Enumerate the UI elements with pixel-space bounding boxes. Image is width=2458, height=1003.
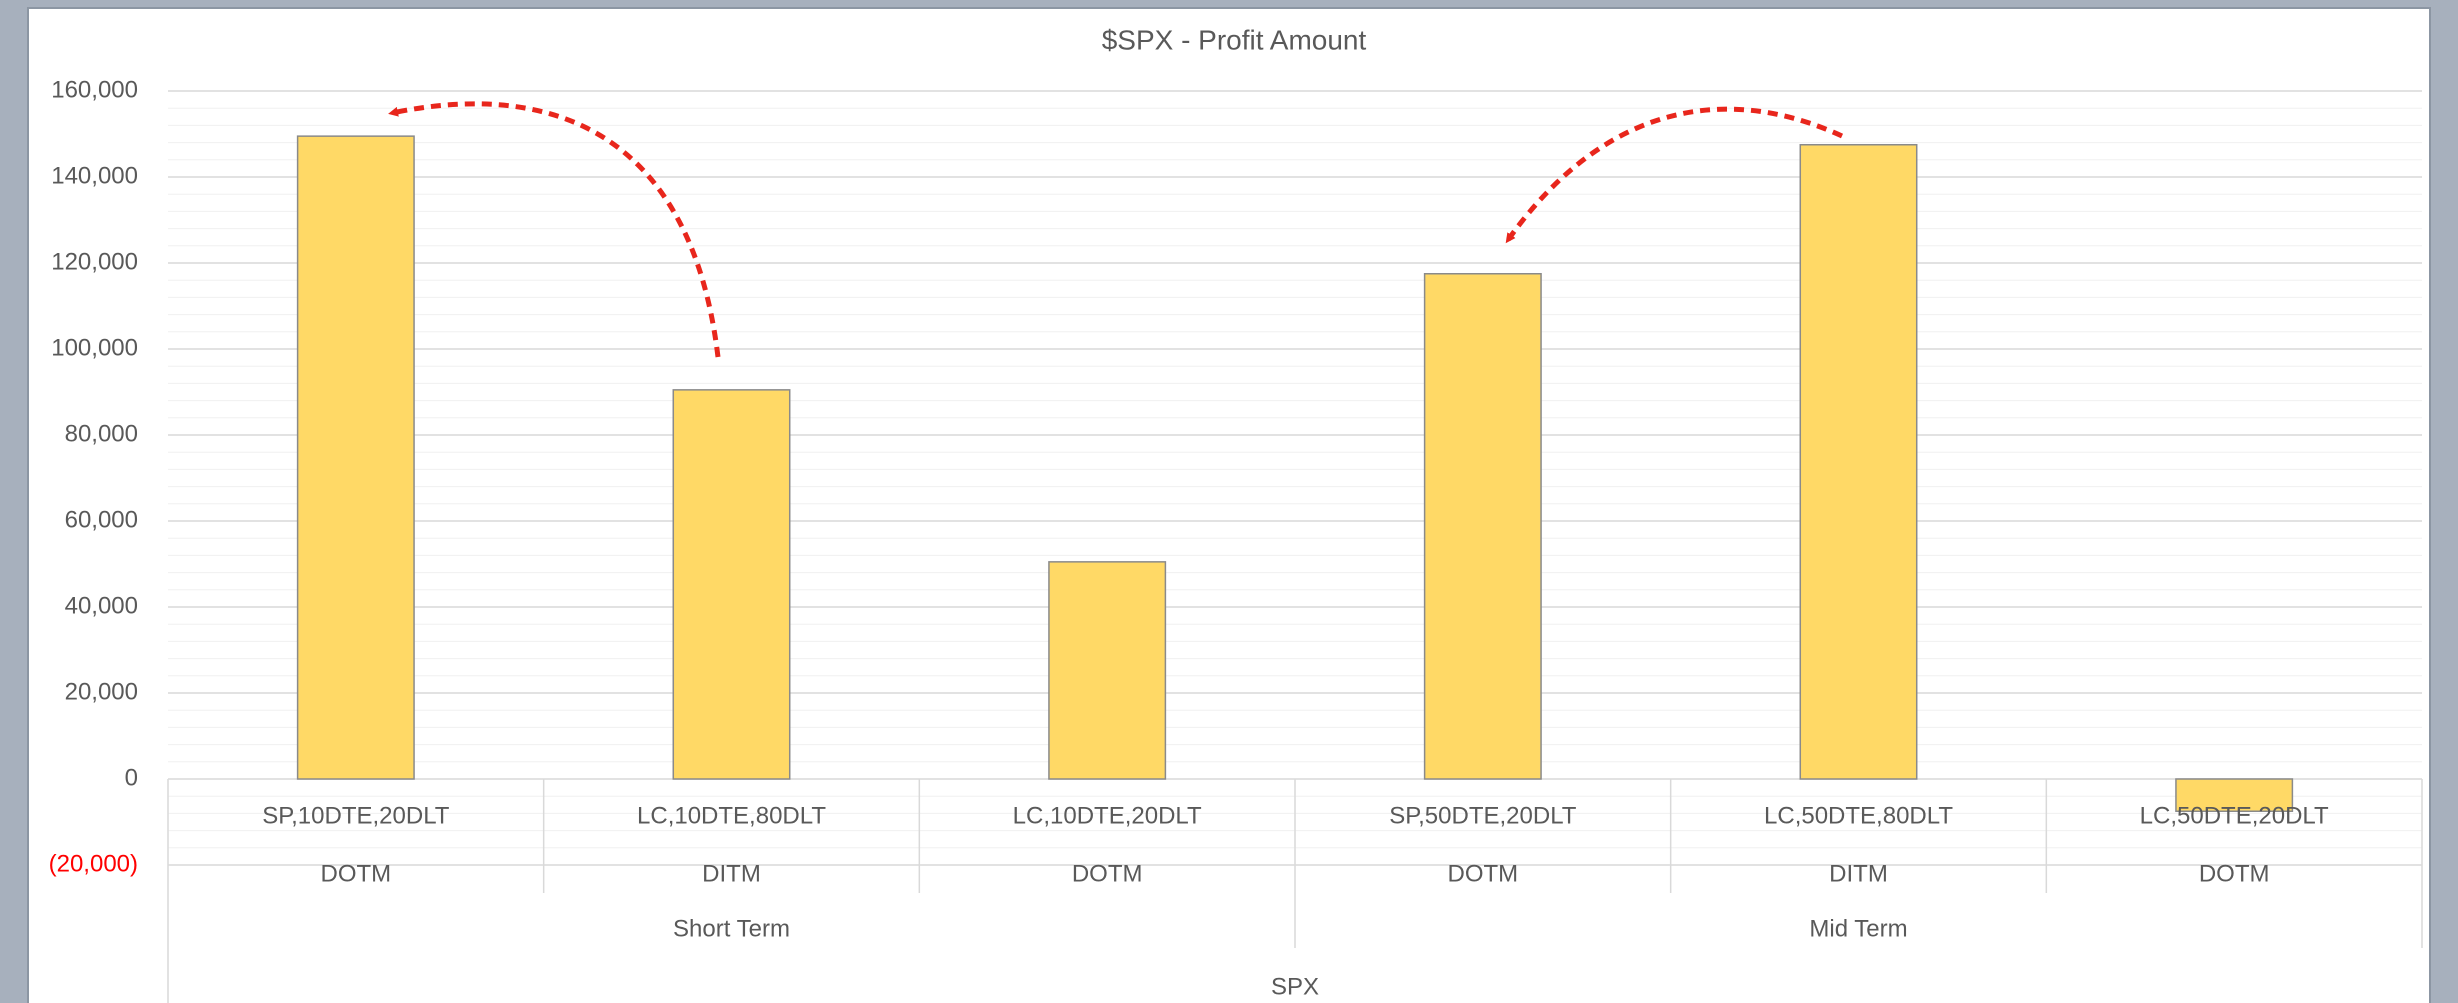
chart-area [27, 7, 2431, 1003]
bar [1423, 273, 1542, 780]
axis-title: SPX [1271, 973, 1319, 1000]
bar [1799, 144, 1918, 780]
x-sub-label: DOTM [2199, 860, 2270, 887]
x-tick-label: LC,50DTE,80DLT [1764, 802, 1953, 829]
y-tick-label: (20,000) [49, 850, 138, 877]
marks [296, 135, 2294, 812]
x-sub-label: DITM [1829, 860, 1888, 887]
y-tick-label: 140,000 [51, 162, 138, 189]
bar [2175, 778, 2294, 812]
group-label: Mid Term [1809, 915, 1907, 942]
y-tick-label: 120,000 [51, 248, 138, 275]
bar [1048, 561, 1167, 780]
y-tick-label: 60,000 [65, 506, 138, 533]
y-tick-label: 40,000 [65, 592, 138, 619]
chart-title: $SPX - Profit Amount [1102, 24, 1367, 55]
bar [672, 389, 791, 780]
x-tick-label: LC,50DTE,20DLT [2140, 802, 2329, 829]
arrow [1505, 106, 1844, 244]
group-label: Short Term [673, 915, 790, 942]
x-sub-label: DITM [702, 860, 761, 887]
x-sub-label: DOTM [1072, 860, 1143, 887]
y-tick-label: 0 [125, 764, 138, 791]
y-tick-label: 100,000 [51, 334, 138, 361]
y-tick-label: 160,000 [51, 76, 138, 103]
y-tick-label: 20,000 [65, 678, 138, 705]
x-tick-label: SP,50DTE,20DLT [1389, 802, 1577, 829]
x-tick-label: LC,10DTE,80DLT [637, 802, 826, 829]
x-tick-label: LC,10DTE,20DLT [1013, 802, 1202, 829]
y-tick-label: 80,000 [65, 420, 138, 447]
x-tick-label: SP,10DTE,20DLT [262, 802, 450, 829]
x-sub-label: DOTM [1448, 860, 1519, 887]
annotation-arrows [388, 101, 1844, 358]
bar [296, 135, 415, 780]
x-sub-label: DOTM [321, 860, 392, 887]
